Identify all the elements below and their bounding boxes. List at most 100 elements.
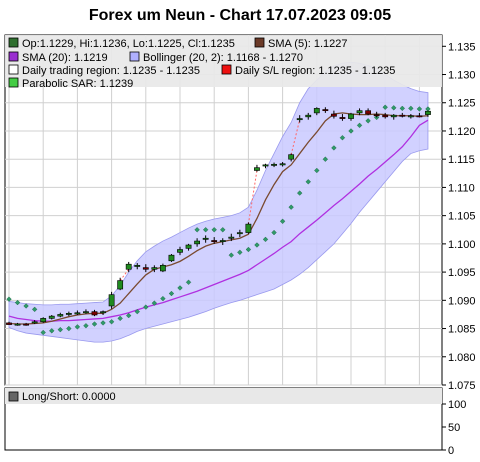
sar-point-36: [314, 167, 320, 174]
candle-body-27: [236, 232, 243, 235]
legend-swatch-2: [8, 51, 19, 62]
candle-body-43: [373, 114, 380, 117]
sar-point-22: [194, 227, 200, 233]
y-tick-label-5: 1.100: [448, 239, 476, 251]
y-tick-label-11: 1.130: [448, 70, 476, 82]
sar-point-19: [168, 290, 175, 297]
candle-body-39: [339, 117, 346, 119]
candle-body-46: [399, 114, 406, 117]
sar-point-32: [279, 218, 286, 224]
sar-point-11: [100, 320, 106, 326]
sma5-line: [8, 112, 428, 325]
candle-body-35: [305, 114, 312, 118]
sar-point-35: [305, 179, 311, 185]
legend-swatch-5: [221, 64, 232, 75]
candle-body-15: [134, 265, 141, 267]
legend-entry-0: Op:1.1229, Hi:1.1236, Lo:1.1225, Cl:1.12…: [22, 38, 235, 50]
sar-point-12: [108, 319, 115, 325]
sar-point-45: [391, 105, 397, 111]
sar-point-33: [288, 204, 294, 210]
candle-body-14: [125, 263, 132, 270]
y-tick-label-0: 1.075: [448, 380, 476, 392]
candle-body-28: [245, 223, 252, 233]
candle-body-0: [6, 322, 12, 325]
sma20-line: [8, 119, 429, 322]
sar-point-3: [31, 306, 38, 313]
legend-entry-6: Parabolic SAR: 1.1239: [22, 78, 133, 90]
legend-swatch-1: [254, 37, 265, 48]
y-tick-label-12: 1.135: [448, 41, 476, 53]
legend-swatch-4: [8, 64, 19, 75]
candle-body-22: [194, 240, 200, 245]
candle-body-31: [271, 163, 277, 166]
sar-point-30: [262, 236, 269, 243]
sub-y-tick-label-0: 0: [448, 445, 454, 457]
candle-body-30: [262, 164, 269, 167]
sar-point-38: [331, 145, 337, 151]
candle-body-24: [211, 240, 218, 242]
y-tick-label-6: 1.105: [448, 211, 476, 223]
legend-swatch-3: [129, 51, 140, 62]
legend-panel: [5, 35, 442, 87]
sar-point-47: [408, 105, 414, 112]
sar-point-1: [14, 299, 21, 306]
candle-body-4: [40, 318, 47, 323]
candle-body-23: [202, 237, 209, 240]
candle-body-9: [83, 311, 89, 314]
candle-body-47: [407, 115, 414, 118]
candle-body-32: [279, 163, 286, 166]
candle-body-33: [288, 154, 295, 160]
sar-point-23: [202, 227, 209, 233]
y-tick-label-3: 1.090: [448, 295, 476, 307]
sar-point-26: [228, 252, 234, 258]
sar-point-20: [177, 285, 183, 291]
candle-body-20: [177, 249, 183, 253]
sub-y-axis: 0 50 100: [442, 399, 466, 457]
candle-body-45: [390, 114, 397, 118]
sar-point-2: [23, 303, 29, 309]
candle-body-34: [296, 118, 303, 121]
candle-body-2: [23, 323, 29, 326]
legend: Op:1.1229, Hi:1.1236, Lo:1.1225, Cl:1.12…: [8, 37, 395, 90]
sar-point-5: [49, 328, 55, 334]
sar-point-9: [83, 323, 89, 329]
main-y-axis: 1.075 1.080 1.085 1.090 1.095 1.100 1.105 1.110…: [442, 41, 476, 392]
sar-point-16: [143, 304, 149, 310]
sar-point-0: [6, 296, 12, 302]
legend-entry-1: SMA (5): 1.1227: [268, 38, 348, 50]
parabolic-sar-series: [6, 104, 431, 336]
candle-body-40: [348, 113, 354, 119]
sar-point-29: [254, 242, 260, 248]
sub-y-tick-label-1: 50: [448, 422, 460, 434]
y-tick-label-4: 1.095: [448, 267, 476, 279]
y-tick-label-2: 1.085: [448, 324, 476, 336]
sar-point-10: [91, 321, 98, 327]
long-short-label: Long/Short: 0.0000: [22, 391, 116, 403]
y-tick-label-8: 1.115: [448, 154, 475, 166]
candle-body-48: [416, 115, 423, 118]
gap-connector-29: [247, 170, 258, 225]
legend-entry-2: SMA (20): 1.1219: [22, 52, 108, 64]
chart-title: Forex um Neun - Chart 17.07.2023 09:05: [89, 7, 391, 24]
candle-body-10: [91, 311, 98, 316]
sar-point-41: [356, 122, 363, 129]
sar-point-8: [74, 324, 81, 330]
sar-point-42: [365, 118, 371, 124]
y-tick-label-10: 1.125: [448, 98, 476, 110]
sar-point-34: [297, 190, 303, 196]
legend-entry-5: Daily S/L region: 1.1235 - 1.1235: [235, 65, 395, 77]
long-short-swatch: [8, 391, 19, 402]
sar-point-44: [382, 104, 388, 110]
candle-body-3: [31, 321, 38, 324]
candle-body-18: [160, 265, 166, 272]
sar-point-46: [399, 105, 405, 112]
candle-body-7: [65, 313, 72, 315]
candle-body-11: [100, 311, 106, 314]
legend-swatch-6: [8, 77, 19, 88]
candle-body-36: [313, 108, 320, 114]
sar-point-17: [151, 300, 158, 306]
candlestick-series: [6, 107, 431, 326]
candle-body-29: [254, 167, 260, 171]
